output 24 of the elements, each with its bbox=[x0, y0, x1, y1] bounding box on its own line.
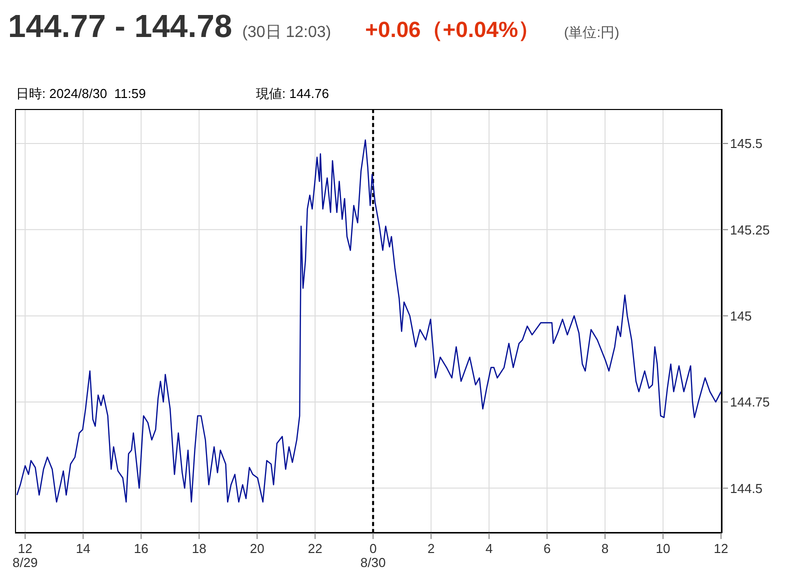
x-tick-label: 16 bbox=[134, 541, 148, 556]
y-tick-label: 145.25 bbox=[730, 222, 770, 238]
x-tick-label: 12 8/29 bbox=[12, 541, 38, 570]
x-tick-label: 8 bbox=[601, 541, 609, 556]
y-tick-label: 144.5 bbox=[730, 480, 763, 496]
y-tick-label: 145 bbox=[730, 308, 752, 324]
x-tick-label: 12 bbox=[714, 541, 728, 556]
x-tick-label: 10 bbox=[656, 541, 670, 556]
text: (単位:円) bbox=[564, 24, 620, 42]
x-tick-label: 14 bbox=[76, 541, 90, 556]
x-tick-label: 4 bbox=[485, 541, 493, 556]
x-tick-label: 22 bbox=[308, 541, 322, 556]
y-tick-label: 144.75 bbox=[730, 394, 770, 410]
text: +0.06（+0.04%） bbox=[365, 16, 540, 44]
y-tick-label: 145.5 bbox=[730, 136, 763, 152]
x-tick-label: 0 8/30 bbox=[360, 541, 386, 570]
x-tick-label: 2 bbox=[427, 541, 435, 556]
text: 日時: 2024/8/30 11:59 bbox=[16, 85, 147, 103]
chart-title: 144.77 - 144.78 bbox=[8, 8, 232, 45]
x-tick-label: 6 bbox=[543, 541, 551, 556]
x-tick-label: 20 bbox=[250, 541, 264, 556]
chart-subtitle: (30日 12:03) bbox=[242, 23, 332, 43]
x-tick-label: 18 bbox=[192, 541, 206, 556]
text: 現値: 144.76 bbox=[256, 85, 330, 103]
